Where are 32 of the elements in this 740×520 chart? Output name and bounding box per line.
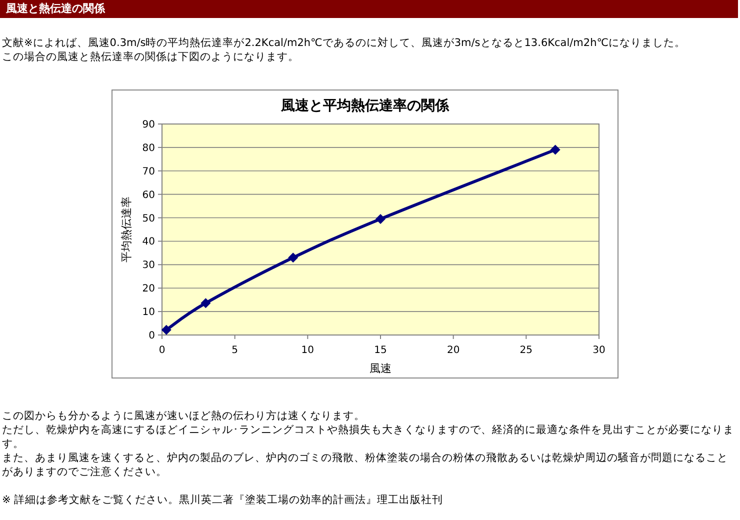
y-tick-label: 40 (142, 236, 155, 248)
y-tick-label: 70 (142, 166, 155, 178)
x-tick-label: 5 (232, 345, 238, 356)
y-tick-label: 0 (148, 330, 155, 342)
text: また、あまり風速を速くすると、炉内の製品のブレ、炉内のゴミの飛散、粉体塗装の場合の粉体の飛散あるいは乾燥炉周辺の騒音が問題になることがありますのでご注意ください。 (2, 451, 729, 479)
y-tick-label: 60 (142, 190, 155, 201)
y-axis-title: 平均熱伝達率 (120, 196, 133, 262)
x-tick-label: 25 (520, 345, 533, 356)
text: この場合の風速と熱伝達率の関係は下図のようになります。 (2, 50, 300, 64)
x-tick-label: 20 (446, 345, 460, 356)
point (288, 252, 298, 263)
y-tick-label: 10 (142, 307, 155, 318)
x-tick-label: 0 (158, 345, 166, 356)
point (161, 324, 172, 335)
x-tick-label: 10 (301, 345, 314, 356)
x-axis-title: 風速 (370, 362, 392, 375)
point (376, 214, 386, 224)
point (550, 144, 560, 155)
point (200, 298, 211, 308)
text: この図からも分かるように風速が速いほど熱の伝わり方は速くなります。 (2, 409, 366, 423)
y-tick-label: 80 (142, 142, 155, 154)
x-tick-label: 30 (592, 345, 606, 356)
text: ※ 詳細は参考文献をご覧ください。黒川英二著『塗装工場の効率的計画法』理工出版社刊 (2, 493, 444, 507)
y-tick-label: 50 (142, 213, 155, 224)
text: 文献※によれば、風速0.3m/s時の平均熱伝達率が2.2Kcal/m2h℃であるのに対して、風速が3m/sとなると13.6Kcal/m2h℃になりました。 (2, 36, 687, 50)
y-tick-label: 90 (142, 120, 155, 130)
chart-title: 風速と平均熱伝達率の関係 (280, 97, 450, 114)
y-tick-label: 30 (142, 260, 155, 272)
text: 風速と熱伝達の関係 (0, 0, 738, 18)
x-tick-label: 15 (374, 345, 387, 356)
y-tick-label: 20 (142, 284, 155, 295)
text: ただし、乾燥炉内を高速にするほどイニシャル･ランニングコストや熱損失も大きくなりますので、経済的に最適な条件を見出すことが必要になります。 (2, 423, 735, 451)
